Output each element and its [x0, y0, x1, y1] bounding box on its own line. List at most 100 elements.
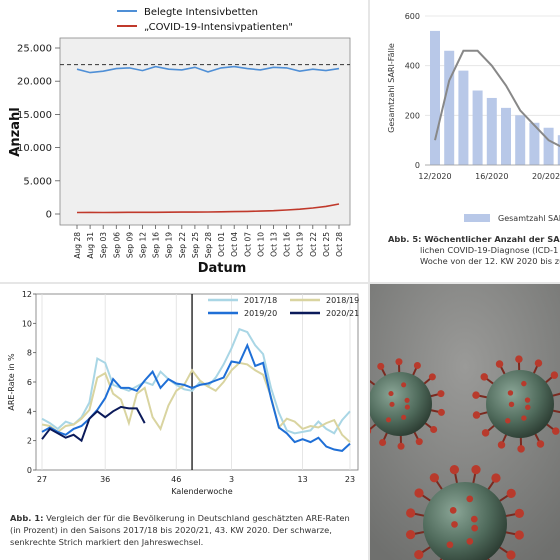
spike-stem: [486, 556, 491, 560]
spike-head: [377, 362, 385, 370]
y-tick-label: 0: [27, 466, 32, 475]
x-tick-label: Sep 28: [204, 232, 213, 258]
spike-head: [534, 359, 543, 367]
y-tick-label: 2: [27, 437, 32, 446]
sari-covid-line: [434, 49, 560, 148]
surface-spike: [385, 417, 392, 423]
legend-label-covid: „COVID-19-Intensivpatienten": [144, 22, 293, 33]
x-tick-label: Sep 22: [178, 232, 187, 258]
sari-bar: [543, 127, 554, 165]
spike-head: [414, 550, 424, 560]
x-tick-label: Aug 28: [73, 232, 82, 259]
surface-spike: [389, 401, 395, 407]
surface-spike: [471, 524, 479, 532]
y-tick-label: 200: [405, 111, 420, 120]
y-tick-label: 0: [415, 161, 420, 170]
surface-spike: [525, 404, 531, 411]
virus-particle: [472, 355, 560, 453]
y-axis-label: Gesamtzahl SARI-Fälle: [387, 43, 396, 133]
x-tick-label: 23: [345, 475, 355, 484]
x-tick-label: Oct 04: [230, 232, 239, 257]
virus-body: [486, 370, 554, 438]
x-tick-label: Sep 09: [125, 232, 134, 258]
sari-bar: [444, 50, 455, 166]
virus-particle: [370, 358, 445, 450]
sari-chart-panel: 0 200 400 600 12/2020 16/2020 20/2020 Gesamtz…: [370, 0, 560, 282]
panel-separator-vertical: [368, 0, 370, 560]
surface-spike: [470, 515, 478, 523]
spike-head: [413, 361, 421, 370]
x-tick-label: Oct 19: [296, 232, 305, 257]
x-tick-label: Sep 25: [191, 232, 200, 258]
x-tick-label: Sep 03: [99, 232, 108, 258]
x-tick-label: Oct 13: [270, 232, 279, 257]
surface-spike: [521, 380, 527, 387]
y-tick-label: 0: [46, 210, 52, 221]
surface-spike: [451, 521, 458, 528]
surface-spike: [449, 506, 457, 514]
x-axis-label: Datum: [198, 261, 247, 276]
surface-spike: [508, 401, 515, 408]
caption-line-2: lichen COVID-19-Diagnose (ICD-1: [420, 245, 559, 255]
x-tick-label: 27: [37, 475, 47, 484]
spike-head: [514, 530, 524, 540]
spike-head: [506, 550, 516, 560]
spike-stem: [551, 392, 560, 398]
series-line: [41, 361, 351, 443]
caption-text: Vergleich der für die Bevölkerung in Deu…: [10, 513, 350, 547]
spike-head: [397, 442, 405, 450]
virus-illustration-panel: [370, 284, 560, 560]
y-tick-label: 400: [405, 62, 420, 71]
spike-head: [495, 360, 504, 368]
y-tick-label: 20.000: [17, 77, 52, 88]
spike-head: [471, 465, 481, 475]
panel-separator-horizontal: [0, 282, 560, 284]
y-tick-label: 600: [405, 12, 420, 21]
x-tick-label: 3: [229, 475, 234, 484]
spike-head: [437, 390, 445, 398]
plot-area: [59, 37, 351, 226]
spike-head: [497, 441, 506, 449]
series-line-covid: [76, 203, 340, 214]
y-tick-label: 25.000: [17, 44, 52, 55]
sari-bar: [501, 107, 511, 165]
surface-spike: [401, 382, 407, 388]
spike-head: [506, 488, 516, 498]
icu-chart-panel: Belegte Intensivbetten „COVID-19-Intensi…: [0, 0, 368, 282]
spike-head: [437, 408, 445, 416]
surface-spike: [388, 391, 394, 397]
figure-caption: Abb. 1: Vergleich der für die Bevölkerun…: [10, 512, 362, 548]
sari-bar: [430, 30, 440, 166]
spike-head: [429, 473, 439, 483]
figure-caption: Abb. 5: Wöchentlicher Anzahl der SARI-Fä…: [388, 234, 560, 267]
x-tick-label: Oct 10: [256, 232, 265, 257]
surface-spike: [507, 390, 514, 396]
series-line: [41, 405, 146, 443]
spike-stem: [370, 379, 377, 387]
surface-spike: [404, 404, 410, 410]
y-axis-label: Anzahl: [8, 107, 23, 156]
virus-illustration: [370, 284, 560, 560]
x-tick-label: Sep 12: [139, 232, 148, 258]
x-tick-label: 12/2020: [418, 172, 451, 181]
legend-swatch-sari: [464, 214, 490, 222]
surface-spike: [401, 414, 407, 420]
spike-head: [395, 358, 403, 366]
caption-label: Abb. 1:: [10, 513, 44, 523]
spike-head: [491, 473, 501, 483]
spike-head: [405, 529, 416, 540]
x-tick-label: 20/2020: [532, 172, 560, 181]
sari-bar: [458, 70, 469, 165]
sari-bar: [529, 122, 540, 165]
caption-line-3: Woche von der 12. KW 2020 bis zu: [420, 256, 560, 266]
surface-spike: [521, 415, 527, 421]
x-tick-label: Sep 19: [165, 232, 174, 258]
sari-bar: [486, 97, 497, 165]
legend-label: 2020/21: [326, 309, 359, 318]
spike-head: [472, 391, 480, 399]
y-tick-label: 15.000: [17, 110, 52, 121]
spike-head: [449, 464, 460, 475]
spike-head: [472, 411, 481, 419]
surface-spike: [404, 397, 410, 403]
x-tick-label: Oct 28: [335, 232, 344, 257]
